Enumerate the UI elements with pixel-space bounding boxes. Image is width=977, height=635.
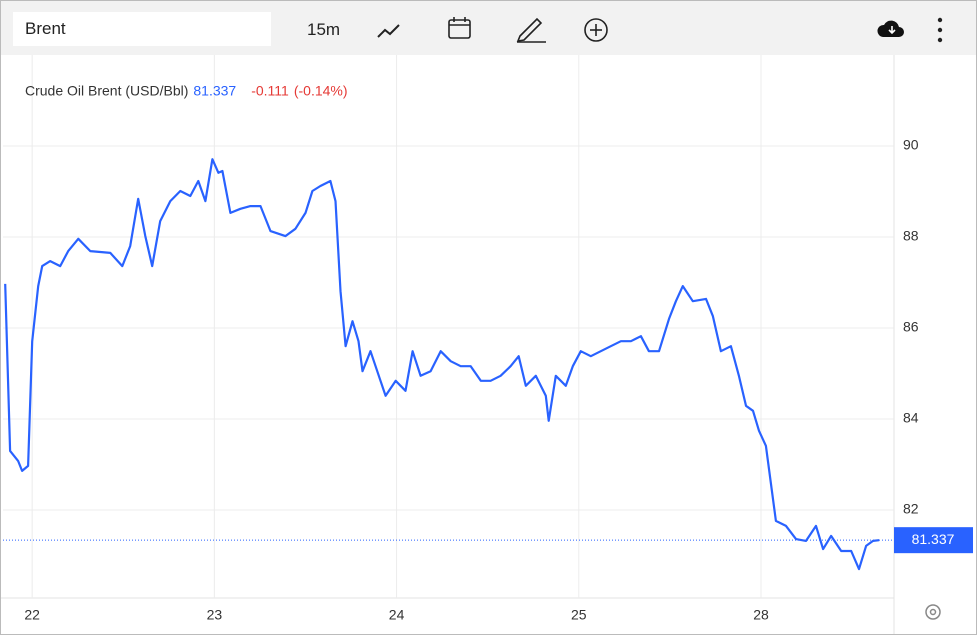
draw-icon[interactable]: [516, 17, 546, 43]
calendar-icon[interactable]: [448, 17, 471, 39]
x-tick-label: 24: [389, 607, 405, 623]
price-line: [4, 158, 880, 571]
x-tick-label: 28: [753, 607, 769, 623]
download-icon[interactable]: [877, 20, 904, 37]
legend-change: -0.111: [251, 83, 289, 99]
menu-icon[interactable]: [937, 17, 943, 43]
last-price-label: 81.337: [912, 531, 955, 547]
interval-button[interactable]: 15m: [307, 20, 341, 39]
y-tick-label: 82: [903, 501, 919, 517]
y-tick-label: 86: [903, 319, 919, 335]
y-tick-label: 84: [903, 410, 919, 426]
chart-type-icon[interactable]: [377, 24, 400, 38]
grid: [3, 55, 894, 598]
labels: Crude Oil Brent (USD/Bbl) 82 84 86 88 90 22 23…: [24, 83, 918, 623]
add-icon[interactable]: [584, 18, 608, 42]
settings-icon[interactable]: [925, 604, 941, 620]
symbol-input[interactable]: Brent: [13, 12, 271, 46]
y-tick-label: 90: [903, 137, 919, 153]
x-tick-label: 22: [24, 607, 40, 623]
toolbar: Brent 15m: [1, 1, 976, 55]
toolbar-icons: [377, 17, 943, 43]
x-tick-label: 25: [571, 607, 587, 623]
legend-change-pct: (-0.14%): [294, 83, 348, 99]
x-tick-label: 23: [207, 607, 223, 623]
last-price-tag: [894, 527, 973, 554]
y-tick-label: 88: [903, 228, 919, 244]
legend-last: 81.337: [193, 83, 236, 99]
plot: [3, 158, 894, 571]
legend-name: Crude Oil Brent (USD/Bbl): [25, 83, 188, 99]
